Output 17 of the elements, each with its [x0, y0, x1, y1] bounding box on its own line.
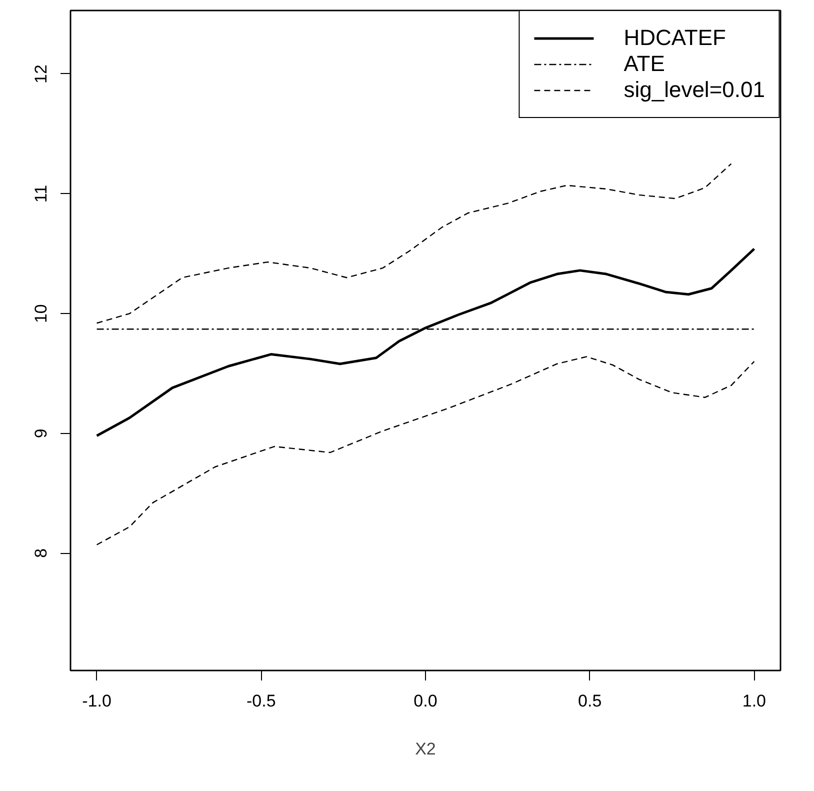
line-series — [96, 356, 755, 546]
legend-label: ATE — [624, 51, 665, 77]
x-tick-label: 0.5 — [578, 692, 602, 710]
x-axis-title: X2 — [415, 740, 436, 758]
y-tick-label: 10 — [32, 304, 50, 324]
line-series — [96, 163, 732, 324]
y-tick-label: 11 — [32, 184, 50, 203]
x-tick-label: 0.0 — [414, 692, 438, 710]
legend-label: sig_level=0.01 — [624, 77, 765, 103]
legend-label: HDCATEF — [624, 25, 726, 51]
x-tick-label: -0.5 — [246, 692, 276, 710]
x-tick-label: 1.0 — [742, 692, 766, 710]
y-tick-label: 8 — [32, 548, 50, 558]
y-tick-label: 9 — [32, 428, 50, 438]
y-tick-label: 12 — [32, 64, 50, 84]
line-series — [96, 248, 756, 437]
x-tick-label: -1.0 — [82, 692, 112, 710]
